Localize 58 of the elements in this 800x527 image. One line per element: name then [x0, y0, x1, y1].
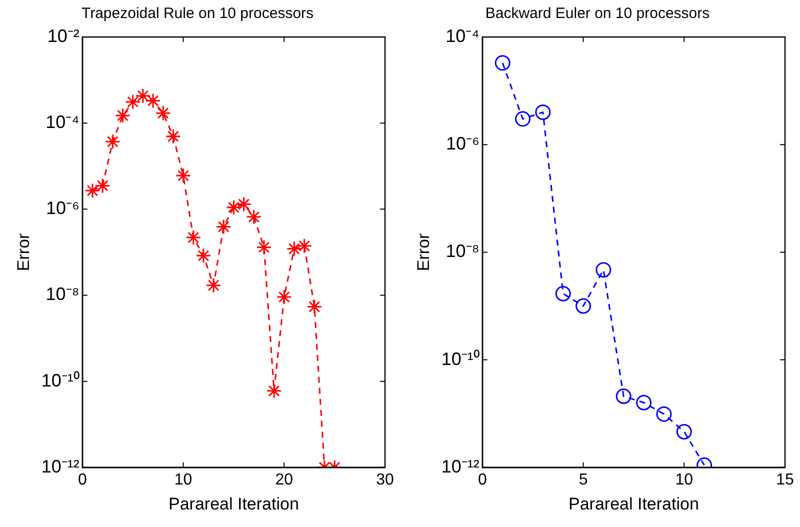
y-axis-title: Error — [14, 232, 33, 272]
point — [576, 298, 592, 314]
y-tick-label: 10⁻⁴ — [46, 112, 80, 132]
y-axis-title: Error — [414, 232, 433, 272]
x-tick-label: 30 — [376, 471, 394, 488]
point — [115, 108, 131, 124]
y-tick-label: 10⁻¹⁰ — [41, 370, 80, 390]
point — [125, 94, 141, 110]
chart-title: Trapezoidal Rule on 10 processors — [81, 5, 314, 22]
point — [515, 111, 531, 127]
y-tick-label: 10⁻¹² — [41, 456, 80, 476]
y-tick-label: 10⁻⁸ — [46, 284, 80, 304]
point — [296, 238, 312, 254]
point — [226, 200, 242, 216]
point — [656, 406, 672, 422]
point — [94, 178, 110, 194]
point — [176, 168, 192, 184]
point — [206, 278, 222, 294]
y-tick-label: 10⁻⁴ — [446, 26, 480, 46]
point — [266, 383, 282, 399]
point — [276, 289, 292, 305]
x-tick-label: 10 — [675, 471, 694, 488]
x-tick-label: 10 — [174, 471, 192, 488]
point — [636, 394, 652, 410]
point — [145, 93, 161, 109]
point — [84, 182, 100, 198]
x-tick-label: 15 — [776, 471, 794, 488]
point — [616, 388, 632, 404]
point — [236, 196, 252, 212]
point — [165, 128, 181, 144]
y-tick-label: 10⁻⁶ — [46, 198, 80, 218]
point — [216, 219, 232, 235]
point — [135, 88, 151, 104]
y-tick-label: 10⁻¹⁰ — [441, 348, 480, 369]
y-tick-label: 10⁻² — [47, 26, 80, 46]
x-axis-title: Parareal Iteration — [568, 494, 699, 514]
x-tick-label: 20 — [275, 471, 294, 488]
point — [196, 248, 212, 264]
point — [676, 424, 692, 440]
point — [155, 105, 171, 121]
point — [186, 230, 202, 246]
y-tick-label: 10⁻¹² — [441, 456, 480, 476]
y-tick-label: 10⁻⁸ — [446, 241, 480, 262]
point — [494, 55, 510, 71]
point — [555, 286, 571, 302]
x-tick-label: 0 — [478, 471, 487, 488]
point — [286, 241, 302, 257]
point — [246, 209, 262, 225]
chart-title: Backward Euler on 10 processors — [485, 5, 710, 22]
x-axis-title: Parareal Iteration — [168, 494, 299, 514]
point — [535, 104, 551, 120]
point — [104, 134, 120, 150]
y-tick-label: 10⁻⁶ — [446, 134, 480, 154]
x-tick-label: 5 — [578, 471, 588, 488]
point — [306, 299, 322, 315]
point — [256, 240, 272, 256]
point — [596, 262, 612, 278]
x-tick-label: 0 — [78, 471, 87, 488]
